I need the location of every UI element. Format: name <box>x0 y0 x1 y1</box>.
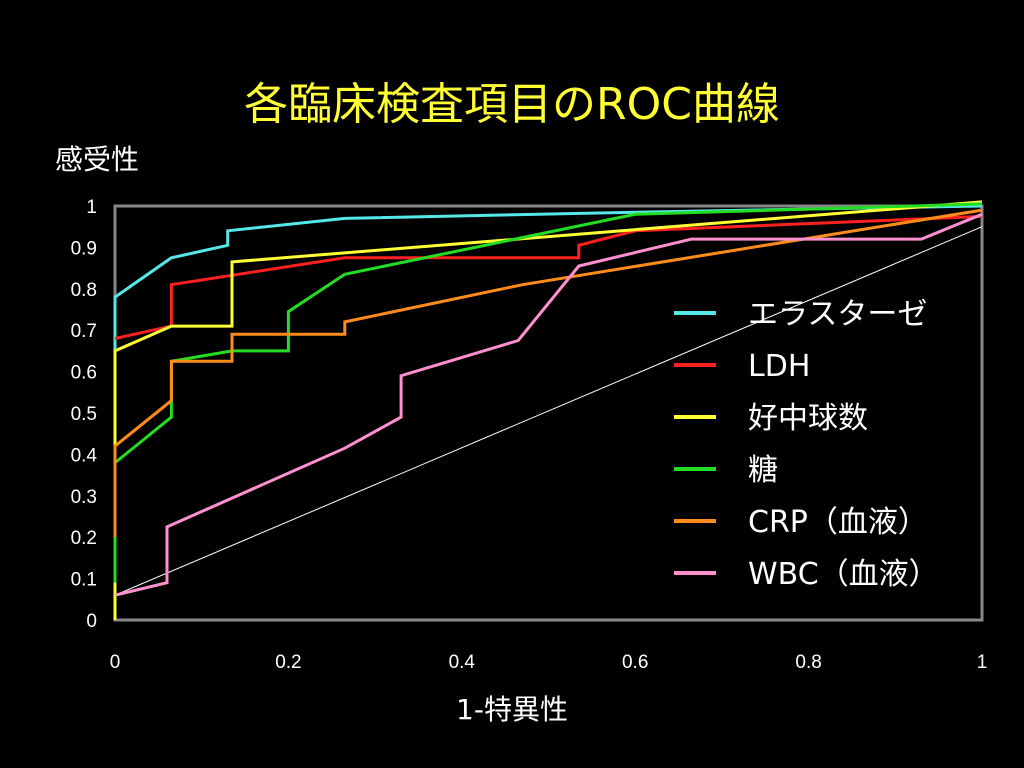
legend-label-6: WBC（血液） <box>748 557 939 592</box>
series-line-3 <box>113 200 983 620</box>
reference-layer <box>114 226 983 596</box>
y-tick-label: 0.7 <box>71 321 97 342</box>
x-tick-label: 0 <box>110 652 121 673</box>
y-tick-label: 0.3 <box>71 487 97 508</box>
series-line-4 <box>113 202 983 583</box>
y-tick-label: 1 <box>86 197 97 218</box>
y-tick-label: 0.1 <box>71 570 97 591</box>
x-tick-labels: 0 0.2 0.4 0.6 0.8 1 <box>110 652 988 673</box>
series-line-5 <box>113 208 983 538</box>
reference-diagonal-line <box>114 226 983 596</box>
x-tick-label: 0.8 <box>795 652 821 673</box>
y-tick-label: 0 <box>86 611 97 632</box>
y-tick-label: 0.6 <box>71 363 97 384</box>
legend-label-4: 糖 <box>748 453 778 488</box>
x-tick-label: 1 <box>977 652 988 673</box>
series-line-2 <box>114 214 983 340</box>
y-tick-labels: 0 0.1 0.2 0.3 0.4 0.5 0.6 0.7 0.8 0.9 1 <box>71 197 98 632</box>
x-tick-label: 0.4 <box>449 652 476 673</box>
legend-label-2: LDH <box>748 349 810 384</box>
chart-title: 各臨床検査項目のROC曲線 <box>244 79 780 130</box>
legend-label-3: 好中球数 <box>748 401 868 436</box>
legend-label-1: エラスターゼ <box>748 297 927 332</box>
series-layer <box>113 200 983 620</box>
y-axis-label: 感受性 <box>55 143 140 176</box>
y-tick-label: 0.4 <box>71 445 98 466</box>
x-axis-label: 1-特異性 <box>456 693 568 726</box>
y-tick-label: 0.8 <box>71 280 97 301</box>
x-tick-label: 0.2 <box>275 652 301 673</box>
series-line-6 <box>114 212 983 597</box>
y-tick-label: 0.2 <box>71 528 97 549</box>
x-tick-label: 0.6 <box>622 652 648 673</box>
y-tick-label: 0.5 <box>71 404 97 425</box>
series-line-1 <box>113 204 983 620</box>
y-tick-label: 0.9 <box>71 238 97 259</box>
legend-label-5: CRP（血液） <box>748 505 928 540</box>
